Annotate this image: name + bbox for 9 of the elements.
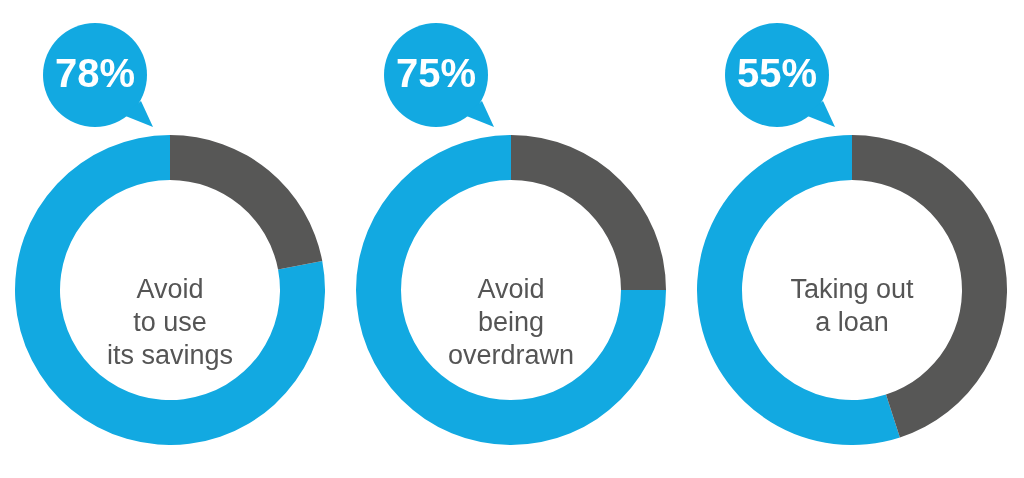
text: Avoid being overdrawn	[447, 274, 575, 370]
text: Taking out a loan	[790, 274, 915, 337]
data-label: 55%	[736, 51, 818, 95]
donut-slice	[356, 135, 666, 445]
donut-slice	[15, 135, 325, 445]
donut-slice	[170, 135, 323, 270]
data-label: 78%	[54, 51, 136, 95]
data-label: 75%	[395, 51, 477, 95]
text: Avoid to use its savings	[106, 274, 234, 370]
